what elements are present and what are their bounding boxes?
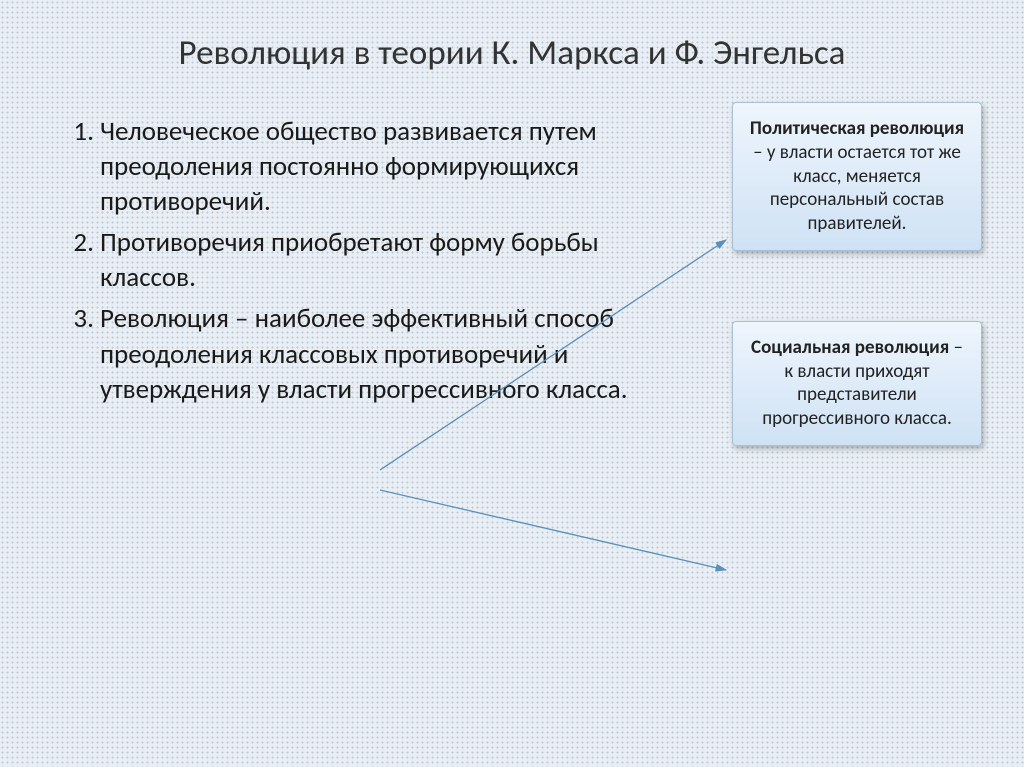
content-area: Человеческое общество развивается путем … xyxy=(0,94,1024,413)
list-item: Человеческое общество развивается путем … xyxy=(100,114,630,219)
numbered-list: Человеческое общество развивается путем … xyxy=(60,114,630,407)
arrow-to-social xyxy=(380,490,726,570)
social-box: Социальная революция – к власти приходят… xyxy=(732,321,982,446)
political-rest: – у власти остается тот же класс, меняет… xyxy=(753,141,961,235)
list-item: Противоречия приобретают форму борьбы кл… xyxy=(100,225,630,295)
boxes-column: Политическая революция – у власти остает… xyxy=(732,102,982,446)
social-bold: Социальная революция xyxy=(751,336,949,359)
list-item: Революция – наиболее эффективный способ … xyxy=(100,301,630,406)
slide-title: Революция в теории К. Маркса и Ф. Энгель… xyxy=(0,0,1024,94)
political-box: Политическая революция – у власти остает… xyxy=(732,102,982,251)
list-column: Человеческое общество развивается путем … xyxy=(60,94,630,413)
political-bold: Политическая революция xyxy=(750,117,964,140)
